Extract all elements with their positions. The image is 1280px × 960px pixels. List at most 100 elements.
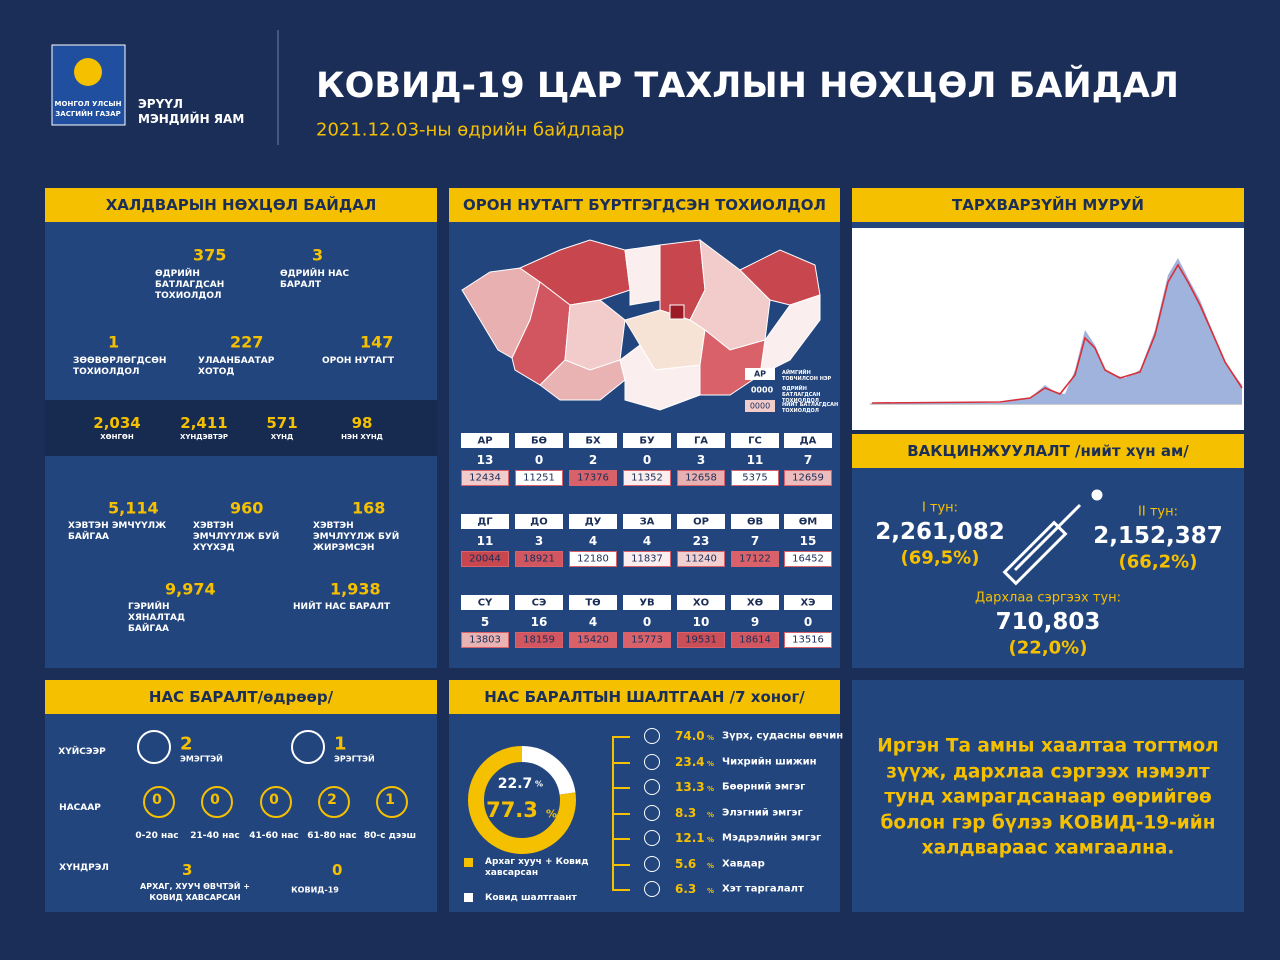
province-total-cell [461,470,509,486]
dose-value: 2,261,082 [875,519,1005,545]
legend-note: ӨДРИЙН БАТЛАГДСАН ТОХИОЛДОЛ [782,386,821,404]
province-code: УВ [639,597,655,609]
message-line: болон гэр бүлээ КОВИД-19-ийн [880,812,1216,833]
care-value: 9,974 [165,579,216,599]
province-daily: 4 [588,534,598,548]
severity-strip [45,400,437,456]
province-code-cell [569,514,617,529]
curve-bars [872,258,1242,404]
panel-header: ХАЛДВАРЫН НӨХЦӨЛ БАЙДАЛ [45,188,437,222]
ministry-name: ЭРҮҮЛ [138,97,183,111]
province-code: ӨМ [798,516,818,528]
dose-pct: (22,0%) [1008,637,1088,659]
cause-unit: % [707,836,715,844]
province-code-cell [569,433,617,448]
care-label: ГЭРИЙН ХЯНАЛТАД БАЙГАА [128,602,185,634]
province-daily: 0 [642,453,652,467]
province-code-cell [784,433,832,448]
cause-label: Элэгний эмгэг [722,807,803,818]
province-total: 5375 [742,472,768,484]
page-title: КОВИД-19 ЦАР ТАХЛЫН НӨХЦӨЛ БАЙДАЛ [316,66,1179,106]
legend-cell [745,400,775,412]
province-total: 13516 [792,634,824,646]
province-code: ДУ [584,516,602,528]
province-daily: 3 [696,453,706,467]
province-code: СЭ [531,597,547,609]
donut-label: 22.7 [497,776,533,792]
age-label: 21-40 нас [190,831,240,841]
age-value: 0 [152,792,162,808]
care-label: ХЭВТЭН ЭМЧЛҮҮЛЖ БУЙ ХҮҮХЭД [193,521,280,553]
province-daily: 5 [480,615,490,629]
province-total-cell [623,470,671,486]
donut-unit: % [535,779,544,789]
province-code-cell [461,433,509,448]
panel-header: ТАРХВАРЗҮЙН МУРУЙ [852,188,1244,222]
list-tick [612,736,630,738]
cause-pct: 13.3 [675,780,705,794]
severity-value: 571 [266,414,298,432]
province-total: 15773 [631,634,663,646]
severity-label: ХҮНДЭВТЭР [179,433,229,441]
province-total: 15420 [577,634,609,646]
province-total: 17376 [577,472,609,484]
province-total: 12659 [792,472,824,484]
care-value: 960 [230,498,264,518]
province-code-cell [731,595,779,610]
curve-line [871,263,1243,404]
province-code: ТӨ [585,597,601,609]
province-total-cell [461,632,509,648]
province-code-cell [623,595,671,610]
cause-label: Зүрх, судасны өвчин [722,730,844,742]
province-code-cell [623,433,671,448]
province-daily: 2 [588,453,598,467]
province-code-cell [623,514,671,529]
care-label: ХЭВТЭН ЭМЧЛҮҮЛЖ БУЙ ЖИРЭМСЭН [313,521,400,553]
province-daily: 9 [750,615,760,629]
province-code-cell [784,595,832,610]
province-daily: 4 [588,615,598,629]
severity-value: 2,034 [93,414,141,432]
stat-label: ОРОН НУТАГТ [322,356,395,366]
province-total-cell [461,551,509,567]
province-code-cell [731,514,779,529]
cause-icon [644,830,660,846]
logo-emblem [74,58,102,86]
province-code: СҮ [477,597,493,609]
province-daily: 16 [530,615,548,629]
province-total: 12434 [469,472,501,484]
message-line: халдвараас хамгаална. [921,837,1175,859]
province-total: 12180 [577,553,609,565]
legend-swatch [464,893,473,902]
cause-icon [644,804,660,821]
cause-label: Мэдрэлийн эмгэг [722,832,822,844]
province-code: ДО [530,516,548,528]
cause-unit: % [707,861,715,870]
stat-value: 375 [193,245,227,265]
stat-label: УЛААНБААТАР ХОТОД [198,356,275,377]
message-line: тунд хамрагдсанаар өөрийгөө [884,786,1212,808]
province-total-cell [569,470,617,486]
stat-value: 147 [360,332,394,352]
severity-label: ХҮНД [270,433,294,441]
province-total-cell [623,632,671,648]
province-code: ХӨ [746,597,764,609]
province-code-cell [784,514,832,529]
province-total-cell [677,632,725,648]
cause-icon [644,779,660,795]
province-daily: 10 [692,615,710,629]
province-total-cell [784,470,832,486]
map [461,238,821,411]
province-code: АР [477,435,493,447]
province-code: ГС [748,435,762,447]
dose-value: 2,152,387 [1093,523,1223,549]
sex-label: ЭМЭГТЭЙ [180,754,223,764]
province-code-cell [677,595,725,610]
province-daily: 11 [746,453,764,467]
province-total-cell [515,632,563,648]
dose-label: Дархлаа сэргээх тун: [974,590,1122,606]
cause-unit: % [707,810,715,819]
province-daily: 15 [799,534,817,548]
stat-value: 227 [230,332,264,352]
province-total-cell [569,632,617,648]
